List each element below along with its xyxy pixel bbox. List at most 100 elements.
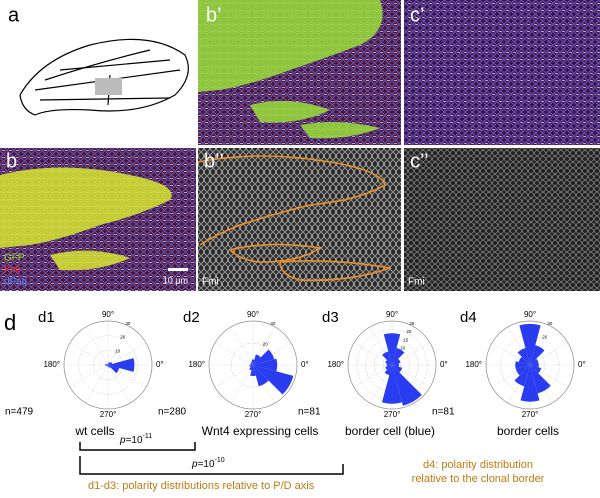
plot-label: d1 bbox=[38, 309, 55, 326]
r-tick-label: 30 bbox=[547, 321, 553, 326]
r-tick-label: 20 bbox=[406, 329, 412, 334]
rose-petal bbox=[530, 362, 539, 368]
angle-label: 0° bbox=[301, 360, 309, 369]
rose-petal bbox=[108, 361, 113, 365]
sample-size: n=280 bbox=[158, 407, 187, 418]
stain-label: Fmi bbox=[408, 277, 425, 288]
clone bbox=[0, 167, 172, 271]
spoke bbox=[85, 364, 109, 404]
clone bbox=[198, 0, 383, 139]
angle-label: 270° bbox=[245, 410, 262, 419]
spoke bbox=[69, 342, 109, 366]
p-base: =10 bbox=[198, 459, 215, 470]
spoke bbox=[214, 342, 254, 366]
rose-petal bbox=[530, 345, 545, 365]
rose-petal bbox=[253, 365, 269, 387]
angle-label: 90° bbox=[247, 310, 259, 319]
angle-label: 180° bbox=[43, 360, 60, 369]
p-symbol: p bbox=[191, 459, 198, 470]
spoke bbox=[230, 326, 254, 366]
note: relative to the clonal border bbox=[412, 473, 545, 485]
rose-petal bbox=[385, 360, 392, 365]
r-tick-label: 20 bbox=[542, 335, 548, 340]
rose-petal bbox=[517, 347, 530, 365]
r-tick-label: 40 bbox=[270, 321, 276, 326]
plot-label: d2 bbox=[183, 309, 200, 326]
angle-label: 180° bbox=[188, 360, 205, 369]
r-tick-label: 20 bbox=[263, 342, 269, 347]
note: d1-d3: polarity distributions relative t… bbox=[88, 480, 315, 492]
rose-petal bbox=[106, 365, 108, 367]
caption: Wnt4 expressing cells bbox=[202, 424, 319, 438]
p-value: p=10-10 bbox=[191, 457, 225, 470]
rose-petal bbox=[514, 365, 530, 387]
rose-petal bbox=[250, 361, 253, 365]
caption: border cell (blue) bbox=[345, 424, 435, 438]
scale-bar bbox=[168, 268, 188, 271]
plot-label: d4 bbox=[460, 309, 477, 326]
rose-petal bbox=[385, 365, 392, 370]
rose-petal bbox=[249, 365, 253, 371]
rose-petal bbox=[518, 356, 530, 365]
rose-petal bbox=[250, 363, 253, 365]
spoke bbox=[85, 326, 109, 366]
rose-petal bbox=[108, 362, 111, 365]
panel-label: a bbox=[8, 4, 20, 26]
rose-petal bbox=[253, 365, 294, 395]
grid-ring bbox=[347, 320, 437, 410]
rose-petal bbox=[108, 365, 111, 368]
rose-petal bbox=[515, 365, 530, 376]
sample-size: n=479 bbox=[5, 407, 34, 418]
clone-outline bbox=[197, 155, 391, 282]
rose-petal bbox=[392, 358, 401, 365]
channel-label: Fmi bbox=[4, 265, 21, 276]
section-label: d bbox=[4, 310, 16, 335]
panel-c-prime bbox=[404, 0, 600, 145]
rose-petal bbox=[386, 363, 392, 367]
channel-label: dPatj bbox=[4, 277, 27, 288]
panel-label: c’ bbox=[410, 4, 424, 26]
caption: wt cells bbox=[74, 424, 114, 438]
rose-petal bbox=[253, 354, 261, 365]
spoke bbox=[107, 364, 131, 404]
angle-label: 270° bbox=[100, 410, 117, 419]
p-symbol: p bbox=[119, 435, 126, 446]
rose-petal bbox=[383, 333, 401, 365]
rose-petal bbox=[253, 349, 275, 365]
angle-label: 180° bbox=[327, 360, 344, 369]
grid-ring bbox=[63, 320, 153, 410]
spoke bbox=[69, 364, 109, 388]
rose-petal bbox=[106, 365, 108, 367]
panel-label: b bbox=[6, 150, 17, 172]
panel-a bbox=[0, 0, 196, 145]
p-exponent: -11 bbox=[143, 433, 153, 440]
rose-petal bbox=[251, 359, 255, 365]
rose-petal bbox=[249, 364, 253, 366]
rose-petal bbox=[108, 365, 120, 374]
plot-label: d3 bbox=[322, 309, 339, 326]
rose-petal bbox=[384, 365, 392, 376]
panel-b-double-prime bbox=[198, 148, 401, 291]
rose-petal bbox=[520, 365, 540, 402]
scale-label: 10 μm bbox=[163, 275, 188, 285]
p-base: =10 bbox=[126, 435, 143, 446]
rose-petal bbox=[105, 364, 108, 366]
rose-petal bbox=[107, 365, 109, 367]
rose-petal bbox=[250, 365, 256, 377]
rose-petal bbox=[392, 363, 400, 367]
angle-label: 180° bbox=[465, 360, 482, 369]
sample-size: n=81 bbox=[432, 407, 455, 418]
rose-petal bbox=[392, 365, 422, 406]
rose-petal bbox=[530, 365, 551, 394]
rose-petal bbox=[106, 363, 108, 365]
channel-label: GFP bbox=[4, 253, 25, 264]
r-tick-label: 25 bbox=[409, 321, 415, 326]
grid-ring bbox=[78, 335, 138, 395]
panel-label: b’’ bbox=[204, 150, 224, 172]
r-tick-label: 15 bbox=[403, 337, 409, 342]
angle-label: 90° bbox=[524, 310, 536, 319]
rose-petal bbox=[392, 365, 403, 373]
grid-ring bbox=[208, 320, 298, 410]
